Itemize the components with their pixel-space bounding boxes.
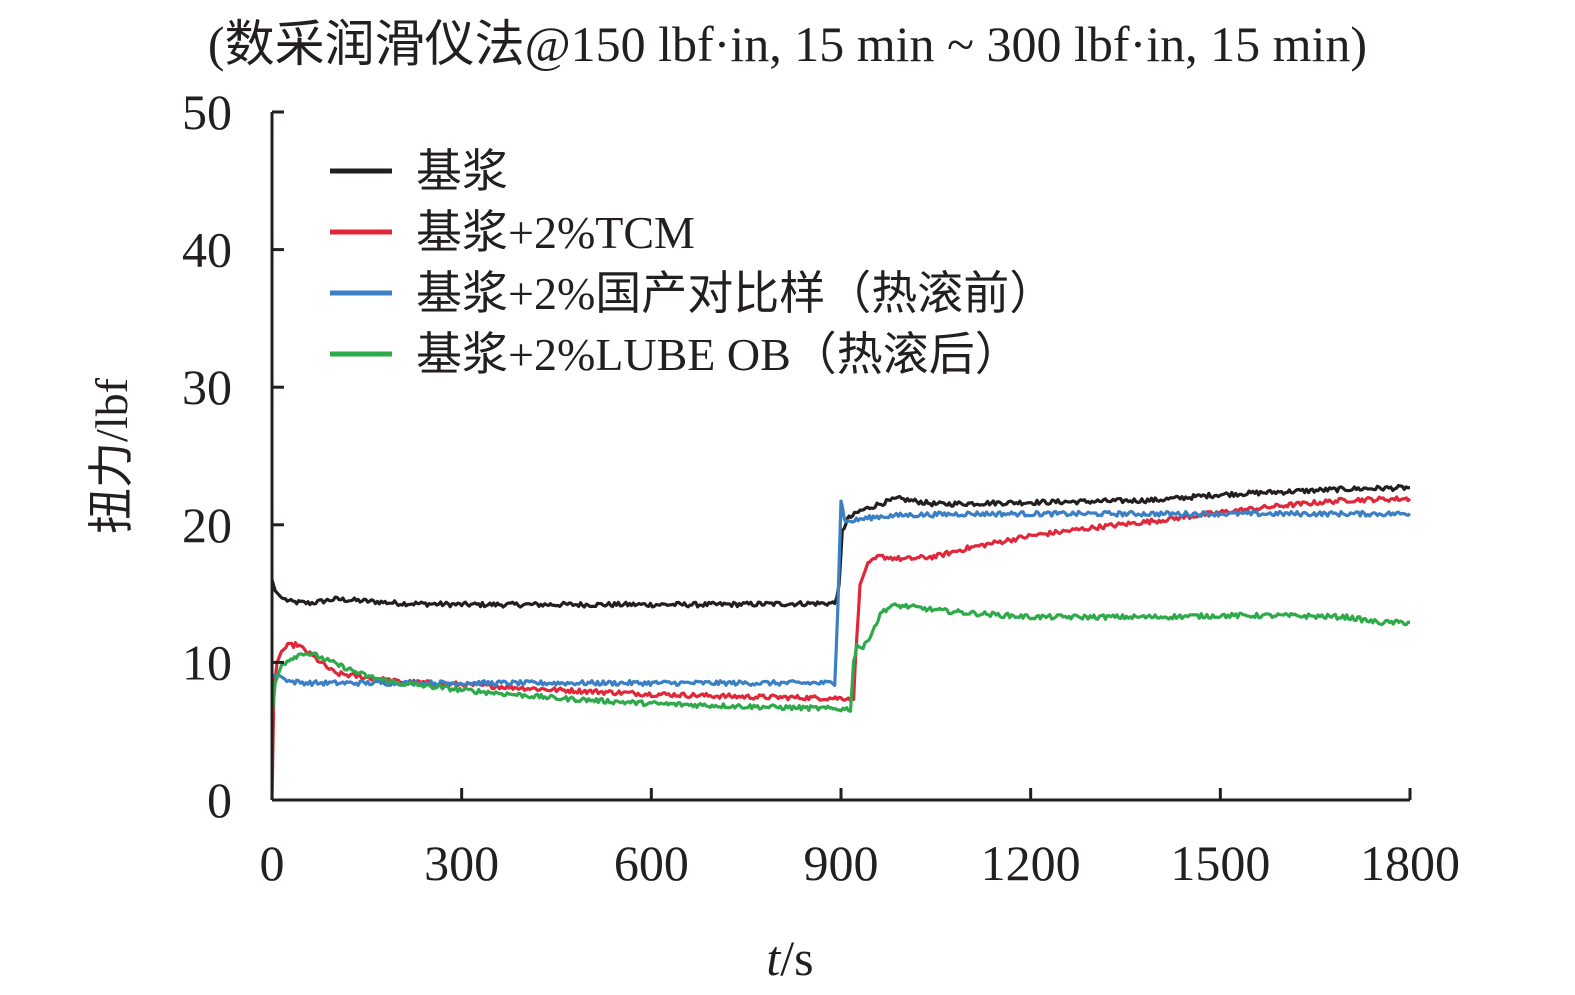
y-tick-label: 20	[182, 497, 232, 553]
x-tick-label: 1200	[981, 835, 1081, 891]
y-tick-label: 0	[207, 772, 232, 828]
series-layer	[270, 483, 1412, 801]
legend-label-1: 基浆	[416, 146, 508, 197]
x-tick-label: 1800	[1360, 835, 1460, 891]
x-tick-label: 600	[614, 835, 689, 891]
legend-label-2: 基浆+2%TCM	[416, 207, 695, 258]
x-tick-label: 1500	[1170, 835, 1270, 891]
x-tick-label: 900	[804, 835, 879, 891]
y-tick-label: 30	[182, 359, 232, 415]
y-tick-label: 10	[182, 634, 232, 690]
x-axis-label-italic: t	[766, 930, 781, 986]
series-line-4	[270, 602, 1411, 718]
ticks-layer: 0 10 20 30 40 50 0 300 600 900 1200 1500 1800	[182, 84, 1460, 891]
legend-label-4: 基浆+2%LUBE OB（热滚后）	[416, 329, 1021, 380]
chart-title: (数采润滑仪法@150 lbf·in, 15 min ~ 300 lbf·in,…	[207, 16, 1368, 72]
x-axis-label-unit: /s	[780, 930, 813, 986]
y-tick-label: 50	[182, 84, 232, 140]
x-tick-label: 300	[424, 835, 499, 891]
y-axis-label: 扭力/lbf	[86, 377, 137, 534]
y-tick-label: 40	[182, 222, 232, 278]
x-tick-label: 0	[260, 835, 285, 891]
legend-label-3: 基浆+2%国产对比样（热滚前）	[416, 268, 1055, 319]
series-line-3	[271, 499, 1411, 688]
x-axis-label: t/s	[766, 930, 813, 986]
